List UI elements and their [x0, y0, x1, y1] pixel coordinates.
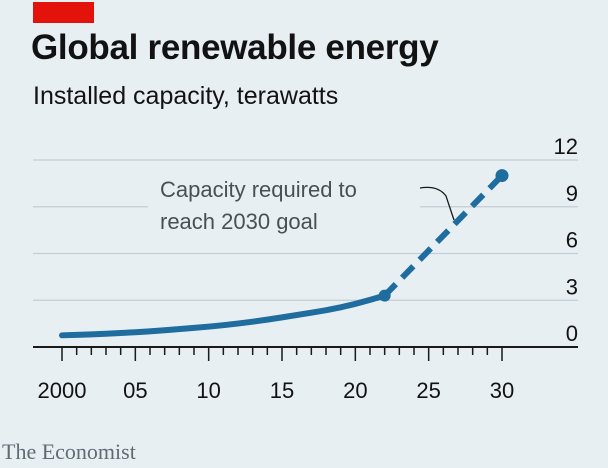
annotation-backdrop: [148, 170, 420, 240]
x-tick-label: 25: [416, 378, 440, 403]
source-credit: The Economist: [2, 439, 136, 464]
series-line-projection: [382, 173, 505, 298]
series-line-actual: [59, 292, 388, 339]
y-tick-label: 0: [566, 321, 578, 346]
series-point-2030: [495, 169, 509, 183]
y-tick-label: 12: [554, 134, 578, 159]
annotation-leader: [419, 186, 455, 221]
chart-title: Global renewable energy: [31, 28, 439, 67]
x-tick-label: 20: [343, 378, 367, 403]
x-tick-label: 10: [196, 378, 220, 403]
y-tick-label: 6: [566, 228, 578, 253]
x-axis: [33, 346, 578, 361]
series-lines: [59, 169, 509, 339]
annotation-text: Capacity required to: [160, 177, 357, 202]
x-tick-label: 30: [490, 378, 514, 403]
x-tick-label: 15: [270, 378, 294, 403]
x-tick-label: 05: [123, 378, 147, 403]
chart-subtitle: Installed capacity, terawatts: [33, 82, 339, 110]
series-point-2022: [378, 289, 391, 302]
tick-labels: 0 3 6 9 12 2000 05 10 15 20 25 30: [38, 134, 578, 403]
x-tick-label: 2000: [38, 378, 87, 403]
brand-red-tag: [33, 2, 94, 23]
y-tick-label: 3: [566, 274, 578, 299]
y-tick-label: 9: [566, 181, 578, 206]
annotation-text: reach 2030 goal: [160, 209, 318, 234]
annotation: Capacity required to reach 2030 goal: [148, 170, 455, 240]
